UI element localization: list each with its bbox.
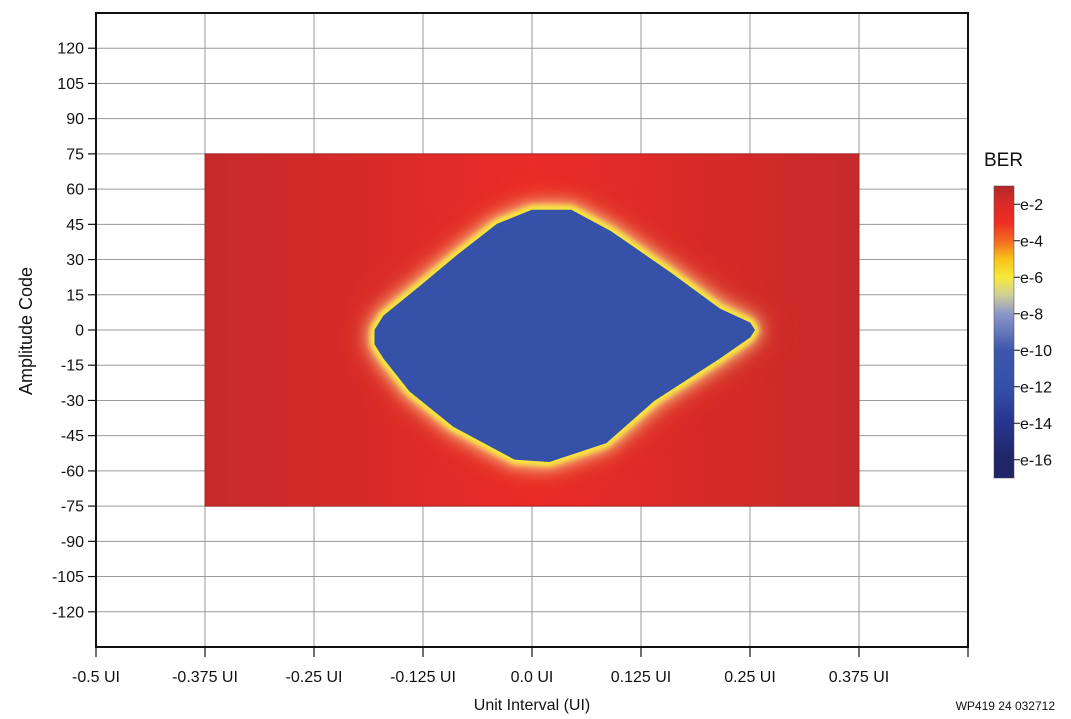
x-tick-label: 0.25 UI xyxy=(724,669,776,686)
y-tick-label: -30 xyxy=(61,393,84,410)
y-tick-label: 60 xyxy=(66,182,84,199)
y-tick-label: -15 xyxy=(61,358,84,375)
y-tick-label: -105 xyxy=(52,569,84,586)
x-axis-title: Unit Interval (UI) xyxy=(474,697,590,714)
colorbar-label: e-4 xyxy=(1020,233,1043,250)
y-tick-label: 0 xyxy=(75,323,84,340)
y-tick-label: -75 xyxy=(61,499,84,516)
y-axis: 120 105 90 75 60 45 30 15 0 -15 -30 -45 -60 -75 -90 -10… xyxy=(52,41,96,621)
colorbar-label: e-6 xyxy=(1020,270,1043,287)
y-tick-label: 15 xyxy=(66,287,84,304)
eye-open-region xyxy=(374,209,755,463)
y-tick-label: -90 xyxy=(61,534,84,551)
ber-colorbar: BER e-2 e-4 e-6 e-8 e-10 e-12 e-14 e-16 xyxy=(984,150,1052,479)
y-tick-label: 90 xyxy=(66,111,84,128)
y-tick-label: -60 xyxy=(61,463,84,480)
colorbar-label: e-2 xyxy=(1020,197,1043,214)
colorbar-title: BER xyxy=(984,150,1023,171)
y-tick-label: -120 xyxy=(52,604,84,621)
x-tick-label: 0.125 UI xyxy=(611,669,671,686)
y-tick-label: 105 xyxy=(57,76,84,93)
x-tick-label: -0.5 UI xyxy=(72,669,120,686)
y-tick-label: -45 xyxy=(61,428,84,445)
figure-id: WP419 24 032712 xyxy=(956,699,1056,713)
y-tick-label: 75 xyxy=(66,146,84,163)
x-tick-label: 0.375 UI xyxy=(829,669,889,686)
x-axis: -0.5 UI -0.375 UI -0.25 UI -0.125 UI 0.0 UI 0… xyxy=(72,647,969,686)
colorbar-gradient xyxy=(993,185,1015,479)
colorbar-label: e-12 xyxy=(1020,379,1052,396)
ber-heatmap xyxy=(204,153,860,507)
colorbar-label: e-14 xyxy=(1020,416,1052,433)
y-tick-label: 120 xyxy=(57,41,84,58)
x-tick-label: -0.375 UI xyxy=(172,669,238,686)
x-tick-label: 0.0 UI xyxy=(511,669,554,686)
x-tick-label: -0.25 UI xyxy=(286,669,343,686)
y-axis-title: Amplitude Code xyxy=(16,267,36,395)
x-tick-label: -0.125 UI xyxy=(390,669,456,686)
y-tick-label: 45 xyxy=(66,217,84,234)
colorbar-label: e-16 xyxy=(1020,452,1052,469)
colorbar-label: e-10 xyxy=(1020,343,1052,360)
scan-region-outline xyxy=(204,153,860,507)
colorbar-label: e-8 xyxy=(1020,306,1043,323)
y-tick-label: 30 xyxy=(66,252,84,269)
